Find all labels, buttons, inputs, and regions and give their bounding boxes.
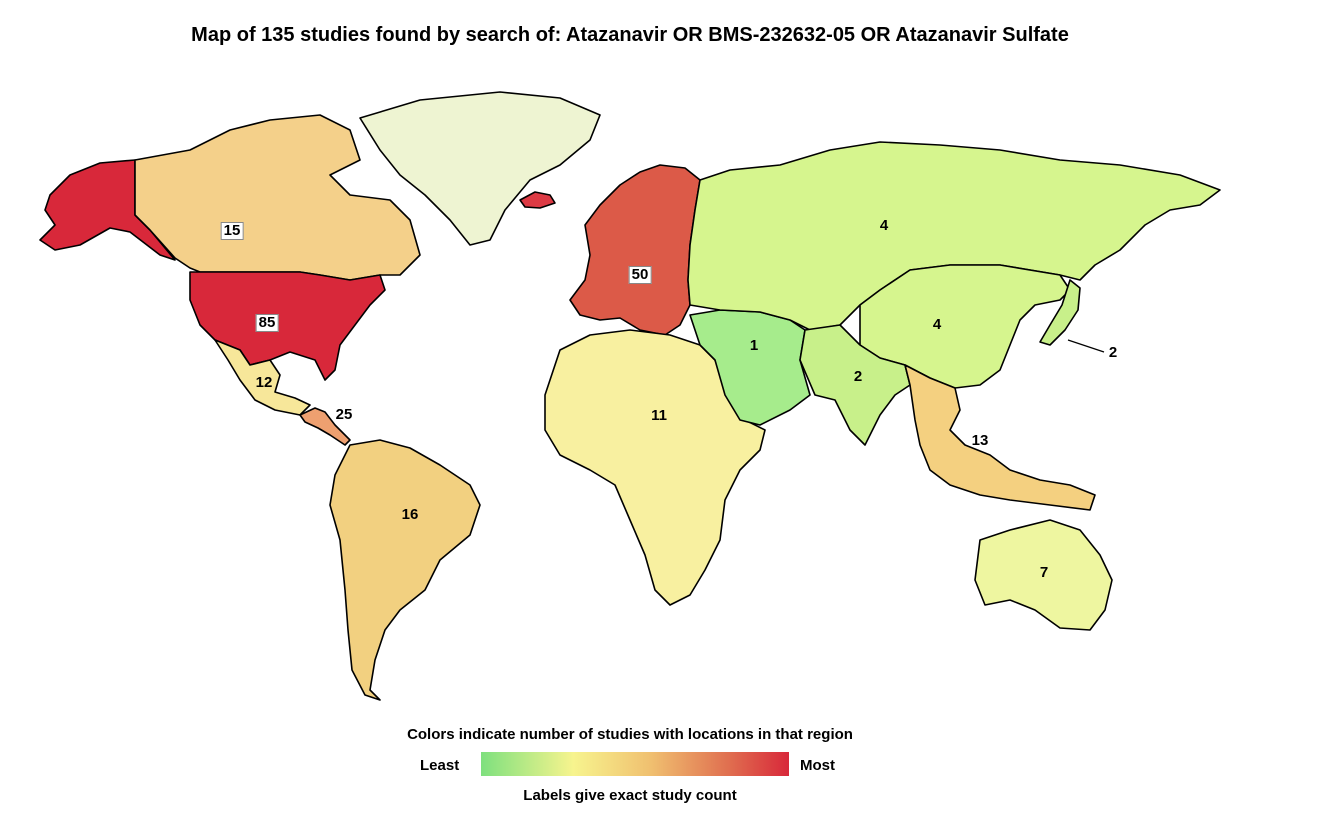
region-south-america[interactable]	[330, 440, 480, 700]
count-label-japan: 2	[1107, 345, 1119, 361]
region-europe[interactable]	[570, 165, 700, 335]
count-label-africa: 11	[649, 408, 669, 424]
legend-caption: Colors indicate number of studies with l…	[0, 726, 1260, 743]
count-label-southeast-asia: 13	[970, 433, 991, 449]
legend-least-label: Least	[420, 757, 459, 774]
count-label-europe: 50	[629, 266, 652, 284]
world-map	[0, 60, 1328, 720]
count-label-east-asia: 4	[931, 317, 943, 333]
count-label-central-america: 25	[334, 407, 355, 423]
legend-note: Labels give exact study count	[0, 787, 1260, 804]
count-label-middle-east: 1	[748, 338, 760, 354]
count-label-russia: 4	[878, 218, 890, 234]
count-label-canada: 15	[221, 222, 244, 240]
count-label-australia: 7	[1038, 565, 1050, 581]
region-iceland[interactable]	[520, 192, 555, 208]
count-label-south-asia: 2	[852, 369, 864, 385]
region-usa[interactable]	[190, 272, 385, 380]
count-label-usa: 85	[256, 314, 279, 332]
map-title: Map of 135 studies found by search of: A…	[0, 24, 1260, 47]
region-southeast-asia[interactable]	[905, 365, 1095, 510]
legend-color-scale	[481, 752, 789, 776]
legend-most-label: Most	[800, 757, 835, 774]
count-label-mexico: 12	[254, 375, 275, 391]
count-label-south-america: 16	[400, 507, 421, 523]
